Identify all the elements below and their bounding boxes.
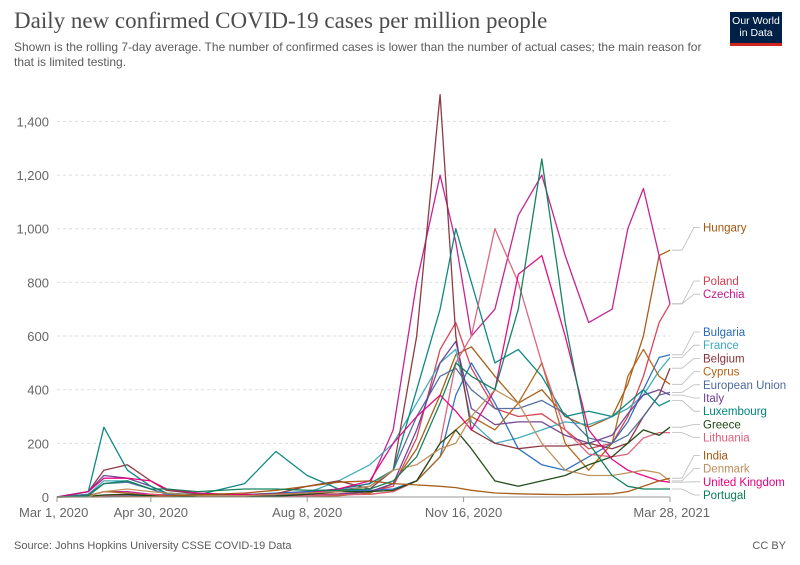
series-label: Portugal	[703, 490, 746, 502]
label-connector	[672, 384, 700, 393]
y-tick-label: 200	[27, 436, 49, 451]
y-tick-label: 600	[27, 329, 49, 344]
label-connector	[672, 488, 700, 496]
source-note[interactable]: Source: Johns Hopkins University CSSE CO…	[14, 540, 292, 552]
license-link[interactable]: CC BY	[752, 540, 786, 552]
series-label: France	[703, 340, 739, 352]
x-tick-label: Aug 8, 2020	[272, 505, 342, 520]
chart-title: Daily new confirmed COVID-19 cases per m…	[14, 8, 548, 33]
y-tick-label: 1,200	[16, 168, 49, 183]
label-connector	[672, 344, 700, 358]
label-connector	[672, 399, 700, 412]
series-line	[56, 389, 671, 498]
logo-line-1: Our World	[732, 15, 780, 27]
series-label: Greece	[703, 419, 741, 431]
series-label: Hungary	[703, 222, 747, 234]
label-connector	[672, 226, 700, 251]
x-tick-label: Mar 28, 2021	[633, 505, 710, 520]
series-line	[56, 228, 671, 498]
series-label: United Kingdom	[703, 477, 785, 489]
series-label: Czechia	[703, 289, 745, 301]
label-connector	[672, 293, 700, 305]
series-label: Denmark	[703, 464, 750, 476]
series-label: European Union	[703, 380, 786, 392]
label-connector	[672, 357, 700, 369]
y-tick-label: 400	[27, 383, 49, 398]
series-line	[56, 228, 670, 498]
label-connector	[672, 468, 700, 482]
label-connector	[672, 454, 700, 479]
series-label: India	[703, 450, 729, 462]
chart-subtitle: Shown is the rolling 7-day average. The …	[14, 40, 702, 69]
label-connector	[672, 394, 700, 399]
axis-layer: 0 200 400 600 800 1,000 1,200 1,400 Mar 1, 2020 A…	[16, 114, 710, 520]
series-line	[56, 93, 671, 498]
label-connector	[672, 371, 700, 385]
y-tick-label: 1,000	[16, 222, 49, 237]
y-tick-label: 0	[42, 490, 49, 505]
series-label: Poland	[703, 276, 739, 288]
logo-accent-bar	[730, 43, 782, 46]
series-line	[56, 158, 670, 498]
logo-line-2: in Data	[739, 27, 773, 39]
series-line	[56, 249, 671, 498]
series-line	[57, 477, 671, 498]
x-tick-label: Nov 16, 2020	[425, 505, 502, 520]
series-label: Italy	[703, 393, 724, 405]
x-tick-label: Apr 30, 2020	[114, 505, 188, 520]
series-line	[56, 254, 671, 498]
series-label: Bulgaria	[703, 327, 746, 339]
series-label: Belgium	[703, 353, 745, 365]
y-tick-label: 800	[27, 275, 49, 290]
owid-logo[interactable]: Our World in Data	[730, 12, 782, 46]
series-line	[56, 348, 671, 498]
label-connector	[672, 423, 700, 428]
label-connector	[672, 432, 700, 439]
series-layer	[56, 93, 671, 498]
grid-layer	[57, 120, 670, 444]
y-tick-label: 1,400	[16, 114, 49, 129]
series-label: Luxembourg	[703, 406, 767, 418]
series-label: Cyprus	[703, 367, 740, 379]
x-tick-label: Mar 1, 2020	[19, 505, 88, 520]
series-line	[56, 354, 671, 498]
label-connector	[672, 331, 700, 356]
series-label: Lithuania	[703, 433, 750, 445]
